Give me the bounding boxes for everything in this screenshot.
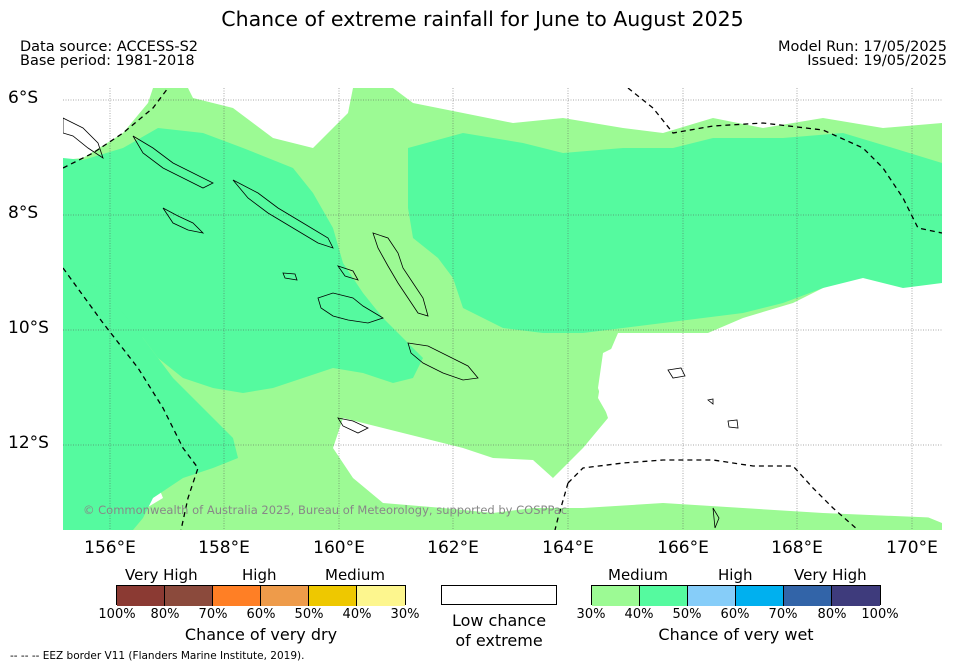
dry-header-very-high: Very High [125, 566, 198, 584]
wet-tick-30: 30% [576, 607, 606, 622]
small-island-4 [707, 398, 714, 405]
islands [63, 117, 739, 529]
high-wet-region-west-2 [63, 278, 238, 530]
lat-label-8s: 8°S [8, 203, 39, 223]
lon-label-156e: 156°E [84, 538, 136, 558]
wet-colorbar-label: Chance of very wet [658, 625, 814, 644]
wet-tick-100: 100% [861, 607, 899, 622]
rennell-island [337, 417, 369, 434]
lon-label-168e: 168°E [771, 538, 823, 558]
small-island-1 [282, 272, 298, 281]
lat-label-10s: 10°S [8, 318, 49, 338]
bougainville-island [63, 117, 104, 159]
lat-label-12s: 12°S [8, 433, 49, 453]
malaita-island [372, 232, 429, 317]
wet-swatch-4 [736, 586, 784, 606]
wet-header-medium: Medium [608, 566, 668, 584]
eez-footnote: -- -- -- EEZ border V11 (Flanders Marine… [10, 650, 305, 662]
map-panel [63, 88, 942, 530]
wet-header-very-high: Very High [794, 566, 867, 584]
dry-colorbar [116, 585, 406, 606]
wet-tick-80: 80% [817, 607, 847, 622]
dry-tick-80: 80% [150, 607, 180, 622]
low-chance-top-mid [188, 88, 353, 148]
meta-right: Model Run: 17/05/2025 Issued: 19/05/2025 [777, 39, 947, 69]
low-chance-swatch [441, 585, 557, 605]
low-chance-label: Low chance of extreme [441, 611, 557, 651]
model-run-text: Model Run: 17/05/2025 [777, 39, 947, 55]
dry-swatch-1 [117, 586, 165, 606]
nendo-island [667, 367, 686, 379]
dry-tick-100: 100% [98, 607, 136, 622]
lon-label-162e: 162°E [427, 538, 479, 558]
wet-swatch-2 [640, 586, 688, 606]
dry-colorbar-label: Chance of very dry [184, 625, 338, 644]
low-chance-line2: of extreme [455, 631, 543, 650]
wet-swatch-3 [688, 586, 736, 606]
dry-swatch-5 [309, 586, 357, 606]
lon-label-166e: 166°E [657, 538, 709, 558]
dry-tick-70: 70% [198, 607, 228, 622]
copyright-text: © Commonwealth of Australia 2025, Bureau… [83, 503, 568, 517]
meta-left: Data source: ACCESS-S2 Base period: 1981… [20, 39, 199, 69]
low-chance-top [63, 88, 153, 160]
dry-tick-40: 40% [342, 607, 372, 622]
wet-header-high: High [718, 566, 753, 584]
dry-header-medium: Medium [325, 566, 385, 584]
dry-tick-50: 50% [294, 607, 324, 622]
low-chance-top-right [393, 88, 942, 133]
high-wet-region-east [408, 133, 942, 333]
high-wet-region-west [63, 128, 423, 393]
dry-swatch-3 [213, 586, 261, 606]
makira-island [407, 342, 479, 381]
lat-label-6s: 6°S [8, 88, 39, 108]
small-island-5 [712, 507, 720, 529]
new-georgia-island [162, 207, 205, 234]
wet-tick-60: 60% [720, 607, 750, 622]
dry-tick-30: 30% [390, 607, 420, 622]
chart-title: Chance of extreme rainfall for June to A… [221, 7, 744, 31]
lon-label-164e: 164°E [542, 538, 594, 558]
choiseul-island [132, 135, 214, 189]
wet-colorbar [591, 585, 881, 606]
low-chance-line1: Low chance [451, 611, 547, 630]
wet-swatch-5 [784, 586, 832, 606]
base-period-text: Base period: 1981-2018 [20, 53, 195, 69]
small-island-2 [336, 265, 359, 281]
data-source-text: Data source: ACCESS-S2 [20, 39, 199, 55]
eez-borders [63, 88, 942, 530]
dry-swatch-6 [357, 586, 405, 606]
dry-swatch-4 [261, 586, 309, 606]
map-svg [63, 88, 942, 530]
small-island-3 [727, 419, 739, 429]
low-chance-south-east [533, 298, 942, 518]
dry-swatch-2 [165, 586, 213, 606]
lon-label-158e: 158°E [198, 538, 250, 558]
dry-tick-60: 60% [246, 607, 276, 622]
wet-tick-40: 40% [624, 607, 654, 622]
wet-tick-70: 70% [768, 607, 798, 622]
wet-swatch-1 [592, 586, 640, 606]
dry-header-high: High [242, 566, 277, 584]
low-chance-south [333, 418, 553, 513]
lon-label-170e: 170°E [886, 538, 938, 558]
lon-label-160e: 160°E [313, 538, 365, 558]
wet-swatch-6 [832, 586, 880, 606]
map-gridlines [63, 88, 942, 530]
santa-isabel-island [232, 179, 334, 249]
guadalcanal-island [317, 292, 384, 324]
issued-text: Issued: 19/05/2025 [807, 53, 947, 69]
wet-tick-50: 50% [672, 607, 702, 622]
